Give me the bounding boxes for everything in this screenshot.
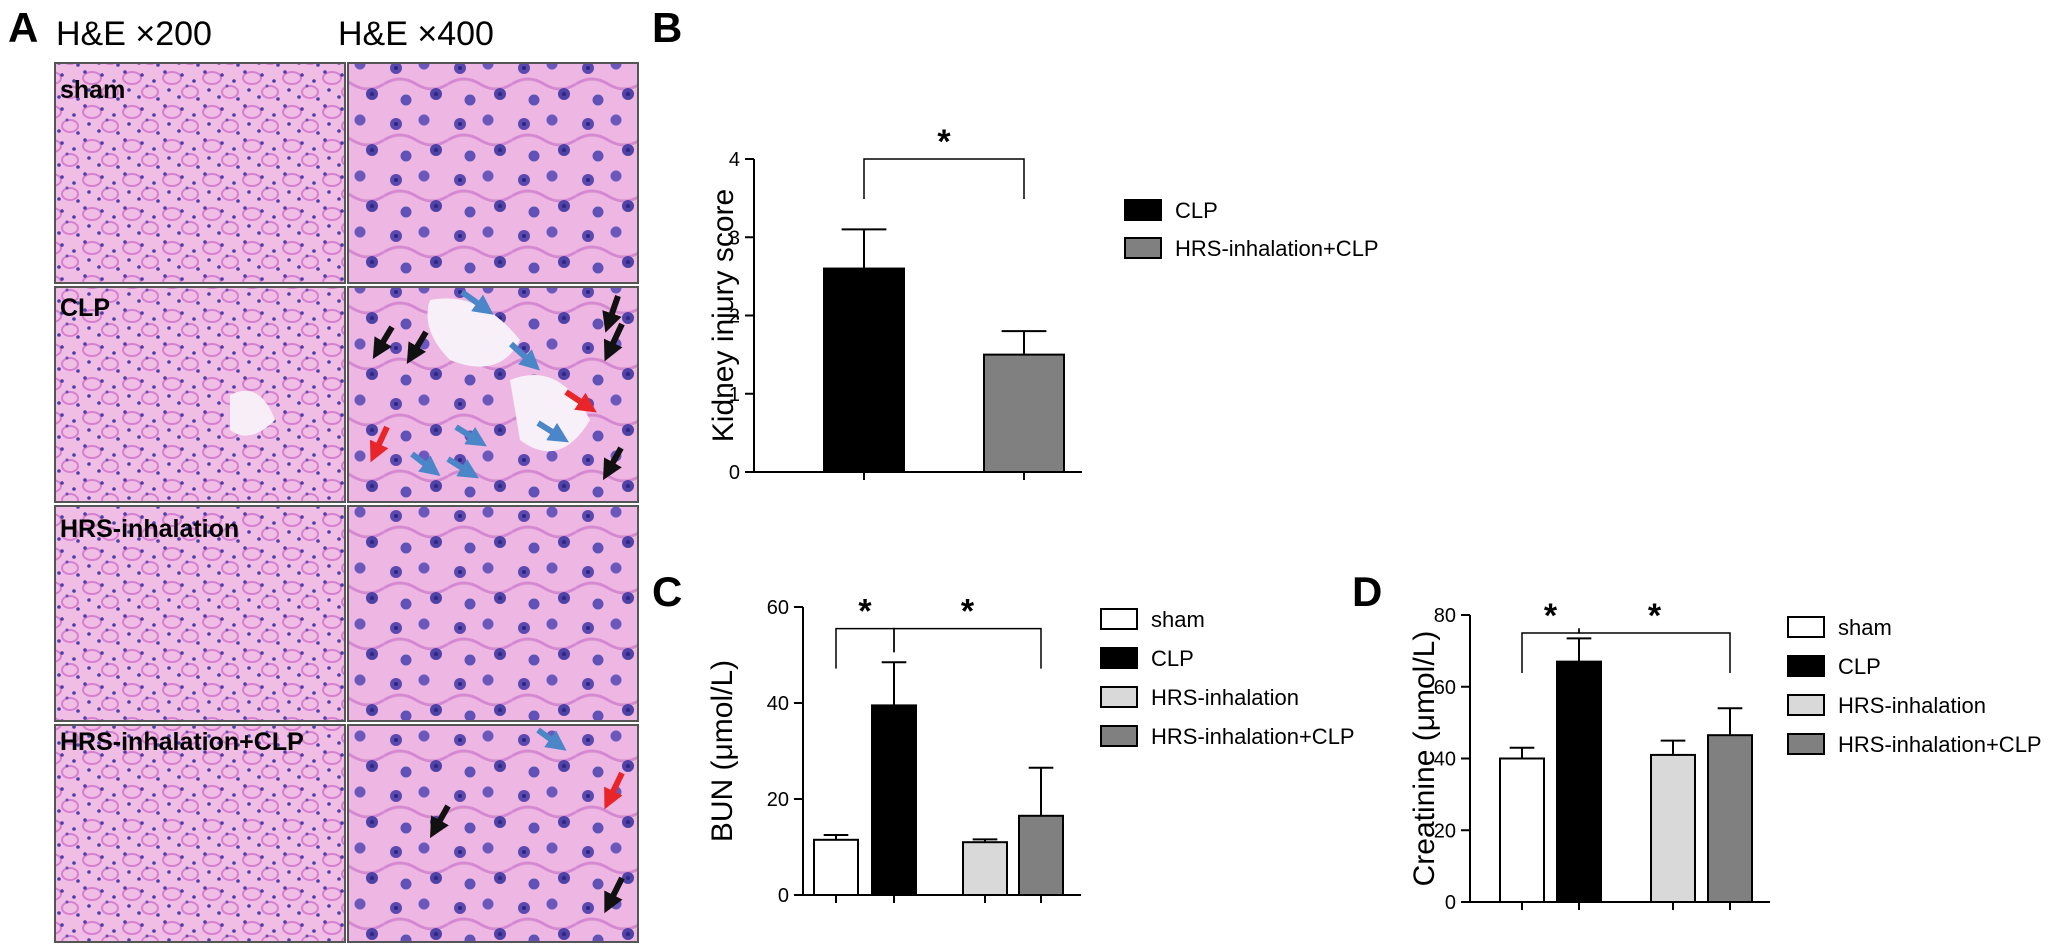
bar: [1556, 660, 1602, 904]
y-tick-label: 60: [1434, 677, 1456, 699]
y-axis-title: Creatinine (μmol/L): [1408, 631, 1441, 887]
significance-star: *: [1648, 597, 1662, 635]
black-arrow: [602, 295, 622, 333]
bar: [1018, 814, 1064, 896]
chart-panel-d: D 0 20 40 60 80 Creatinine (μmol/L) * * sham CLP H…: [1352, 568, 2042, 914]
y-tick-label: 20: [1434, 820, 1456, 842]
row-label-clp: CLP: [60, 294, 110, 322]
black-arrow: [372, 325, 395, 359]
legend-label: CLP: [1838, 654, 1881, 679]
significance-star: *: [1544, 597, 1558, 635]
y-tick-label: 40: [1434, 749, 1456, 771]
bar: [871, 704, 917, 897]
micrograph-hrs-clp-400x: [347, 724, 639, 943]
legend-swatch: [1787, 733, 1825, 755]
bar: [813, 838, 859, 896]
panel-c-letter: C: [652, 568, 682, 615]
row-label-hrs-inhalation: HRS-inhalation: [60, 515, 239, 543]
micrograph-clp-200x: [54, 286, 346, 503]
blue-arrow: [454, 424, 487, 447]
black-arrow: [430, 804, 451, 839]
blue-arrow: [536, 420, 569, 443]
legend-swatch: [1787, 694, 1825, 716]
legend-label: CLP: [1175, 198, 1218, 223]
significance-star: *: [858, 593, 872, 631]
black-arrow: [604, 876, 625, 914]
black-arrow: [406, 330, 429, 364]
y-tick-label: 0: [1445, 892, 1456, 914]
col-label-200x: H&E ×200: [56, 15, 212, 53]
panel-a-letter: A: [8, 4, 38, 51]
legend-swatch: [1100, 725, 1138, 747]
y-tick-label: 60: [767, 597, 789, 619]
panel-d-letter: D: [1352, 568, 1382, 615]
bar: [1707, 734, 1753, 904]
bar: [962, 841, 1008, 897]
blue-arrow: [460, 289, 494, 315]
legend-label: sham: [1838, 615, 1892, 640]
y-tick-label: 0: [729, 462, 740, 484]
legend-label: CLP: [1151, 646, 1194, 671]
blue-arrow: [508, 341, 541, 371]
micrograph-sham-200x: [54, 62, 346, 284]
bar: [823, 267, 905, 473]
legend-label: HRS-inhalation: [1151, 685, 1299, 710]
row-label-hrs-clp: HRS-inhalation+CLP: [60, 728, 304, 756]
legend-swatch: [1124, 199, 1162, 221]
y-tick-label: 2: [729, 306, 740, 328]
micrograph-hrs-200x: [54, 505, 346, 722]
y-tick-label: 40: [767, 693, 789, 715]
y-tick-label: 3: [729, 227, 740, 249]
blue-arrow: [410, 451, 441, 476]
legend-swatch: [1787, 655, 1825, 677]
black-arrow: [603, 322, 625, 362]
y-tick-label: 0: [778, 885, 789, 907]
y-tick-label: 4: [729, 149, 740, 171]
black-arrow: [603, 446, 624, 481]
legend-label: HRS-inhalation+CLP: [1151, 724, 1355, 749]
bar: [1499, 757, 1545, 903]
significance-bracket: [1578, 628, 1731, 673]
col-label-400x: H&E ×400: [338, 15, 494, 53]
row-label-sham: sham: [60, 76, 125, 104]
y-tick-label: 20: [767, 789, 789, 811]
legend-swatch: [1787, 616, 1825, 638]
chart-panel-c: C 0 20 40 60 BUN (μmol/L) * * sham CLP HRS-inhala…: [652, 568, 1355, 907]
tubule-lumen: [230, 390, 275, 436]
micrograph-sham-400x: [347, 62, 639, 284]
legend-label: HRS-inhalation: [1838, 693, 1986, 718]
chart-panel-b: B 0 1 2 3 4 Kidney injury score * CLP HRS-inhala…: [652, 4, 1379, 484]
bar: [983, 353, 1065, 473]
y-axis-title: Kidney injury score: [707, 189, 740, 442]
panel-b-letter: B: [652, 4, 682, 51]
micrograph-hrs-400x: [347, 505, 639, 722]
significance-star: *: [937, 123, 951, 161]
legend-swatch: [1100, 686, 1138, 708]
significance-star: *: [961, 593, 975, 631]
legend-label: HRS-inhalation+CLP: [1175, 236, 1379, 261]
blue-arrow: [536, 727, 567, 751]
red-arrow: [369, 425, 390, 463]
blue-arrow: [446, 456, 479, 479]
legend-swatch: [1124, 237, 1162, 259]
y-tick-label: 1: [729, 384, 740, 406]
red-arrow: [564, 389, 597, 413]
micrograph-hrs-clp-200x: [54, 724, 346, 943]
legend-swatch: [1100, 647, 1138, 669]
red-arrow: [604, 771, 625, 810]
bar: [1650, 753, 1696, 903]
legend-label: sham: [1151, 607, 1205, 632]
significance-bracket: [863, 158, 1025, 199]
significance-bracket: [893, 627, 1042, 669]
panel-a: A H&E ×200 H&E ×400 sham CLP HRS-inhalat…: [8, 4, 639, 943]
y-axis-title: BUN (μmol/L): [706, 660, 739, 842]
tubule-lumen-400x: [427, 298, 520, 367]
legend-label: HRS-inhalation+CLP: [1838, 732, 2042, 757]
legend-swatch: [1100, 608, 1138, 630]
y-tick-label: 80: [1434, 605, 1456, 627]
